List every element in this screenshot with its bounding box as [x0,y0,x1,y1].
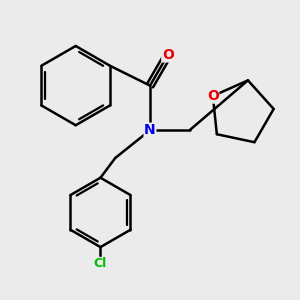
Text: O: O [207,89,219,103]
Text: Cl: Cl [94,257,107,270]
Text: N: N [144,123,156,137]
Text: O: O [162,48,174,62]
